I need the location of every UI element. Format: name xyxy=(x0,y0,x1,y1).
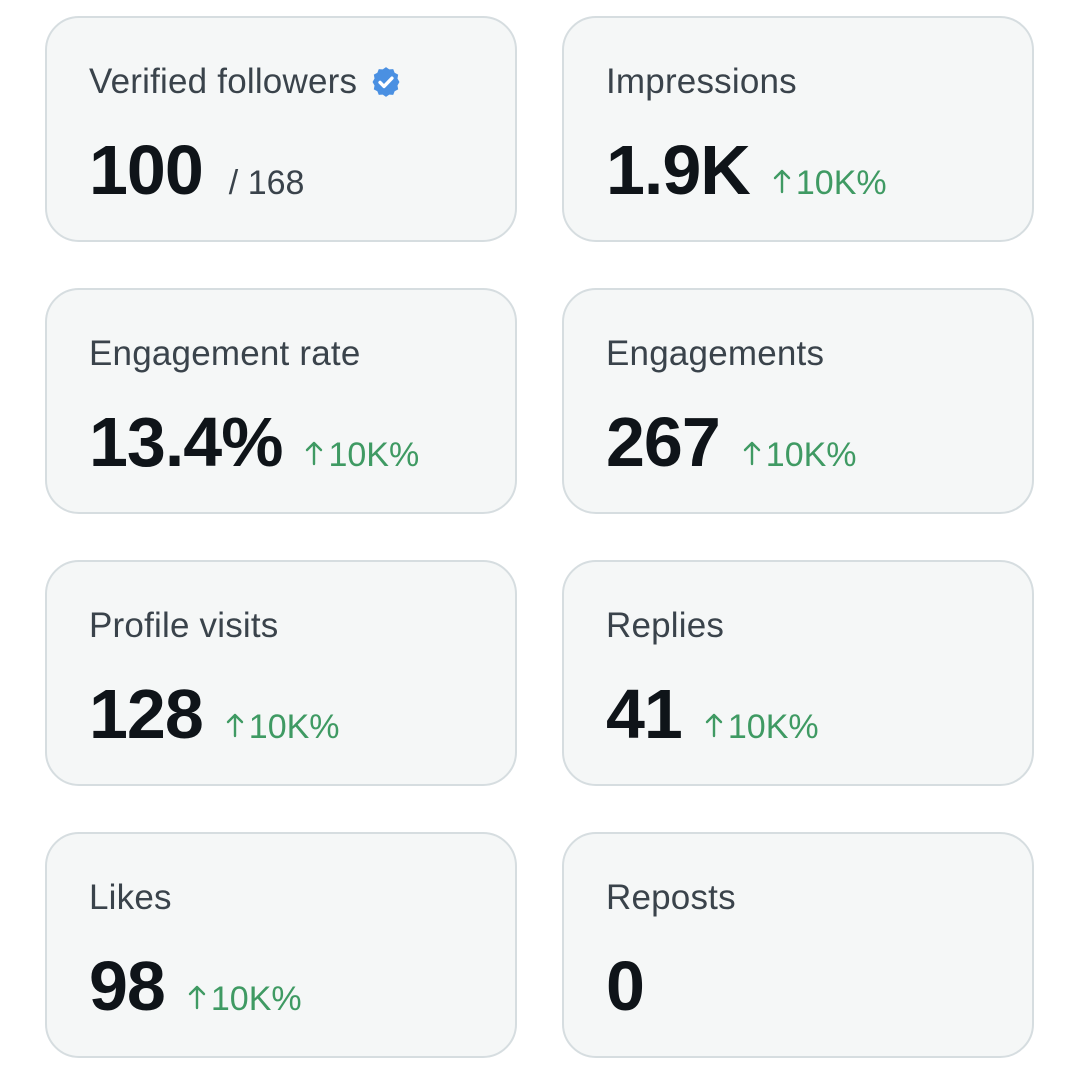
metric-value: 267 xyxy=(606,403,721,481)
card-profile-visits[interactable]: Profile visits 128 10K% xyxy=(45,560,517,786)
card-label: Impressions xyxy=(606,62,797,101)
metric-value: 100 xyxy=(89,131,204,209)
metric-change-value: 10K% xyxy=(328,436,420,474)
metric-change: 10K% xyxy=(704,708,819,747)
metric-change: 10K% xyxy=(304,436,419,475)
arrow-up-icon xyxy=(225,708,245,747)
metric-change-value: 10K% xyxy=(795,164,887,202)
arrow-up-icon xyxy=(772,164,792,203)
card-value-row: 0 xyxy=(606,946,645,1026)
card-label: Engagements xyxy=(606,334,825,373)
metric-change-value: 10K% xyxy=(727,708,819,746)
metric-change-value: 10K% xyxy=(248,708,340,746)
card-label-row: Impressions xyxy=(606,60,797,104)
metric-value: 41 xyxy=(606,675,683,753)
card-value-row: 41 10K% xyxy=(606,674,819,754)
arrow-up-icon xyxy=(704,708,724,747)
metric-total: / 168 xyxy=(228,164,305,202)
card-label-row: Engagement rate xyxy=(89,332,361,376)
card-label: Profile visits xyxy=(89,606,279,645)
metric-change: 10K% xyxy=(225,708,340,747)
card-label: Verified followers xyxy=(89,62,358,101)
card-label: Replies xyxy=(606,606,725,645)
metric-value: 13.4% xyxy=(89,403,283,481)
card-label-row: Reposts xyxy=(606,876,736,920)
card-engagements[interactable]: Engagements 267 10K% xyxy=(562,288,1034,514)
metric-value: 98 xyxy=(89,947,166,1025)
card-value-row: 100 / 168 xyxy=(89,130,304,210)
metric-change: 10K% xyxy=(187,980,302,1019)
verified-badge-icon xyxy=(369,65,403,99)
card-verified-followers[interactable]: Verified followers 100 / 168 xyxy=(45,16,517,242)
card-value-row: 128 10K% xyxy=(89,674,340,754)
card-label-row: Profile visits xyxy=(89,604,279,648)
card-label-row: Likes xyxy=(89,876,172,920)
metric-value: 1.9K xyxy=(606,131,751,209)
card-label-row: Verified followers xyxy=(89,60,403,104)
metric-change: 10K% xyxy=(742,436,857,475)
card-likes[interactable]: Likes 98 10K% xyxy=(45,832,517,1058)
card-replies[interactable]: Replies 41 10K% xyxy=(562,560,1034,786)
card-impressions[interactable]: Impressions 1.9K 10K% xyxy=(562,16,1034,242)
arrow-up-icon xyxy=(187,980,207,1019)
metric-change-value: 10K% xyxy=(210,980,302,1018)
metric-value: 0 xyxy=(606,947,645,1025)
metric-change-value: 10K% xyxy=(765,436,857,474)
arrow-up-icon xyxy=(742,436,762,475)
card-value-row: 13.4% 10K% xyxy=(89,402,419,482)
card-engagement-rate[interactable]: Engagement rate 13.4% 10K% xyxy=(45,288,517,514)
card-label-row: Replies xyxy=(606,604,724,648)
metric-value: 128 xyxy=(89,675,204,753)
card-value-row: 267 10K% xyxy=(606,402,857,482)
arrow-up-icon xyxy=(304,436,324,475)
card-label-row: Engagements xyxy=(606,332,824,376)
card-label: Reposts xyxy=(606,878,736,917)
card-label: Likes xyxy=(89,878,172,917)
metric-change: 10K% xyxy=(772,164,887,203)
card-value-row: 98 10K% xyxy=(89,946,302,1026)
card-reposts[interactable]: Reposts 0 xyxy=(562,832,1034,1058)
card-label: Engagement rate xyxy=(89,334,361,373)
card-value-row: 1.9K 10K% xyxy=(606,130,887,210)
